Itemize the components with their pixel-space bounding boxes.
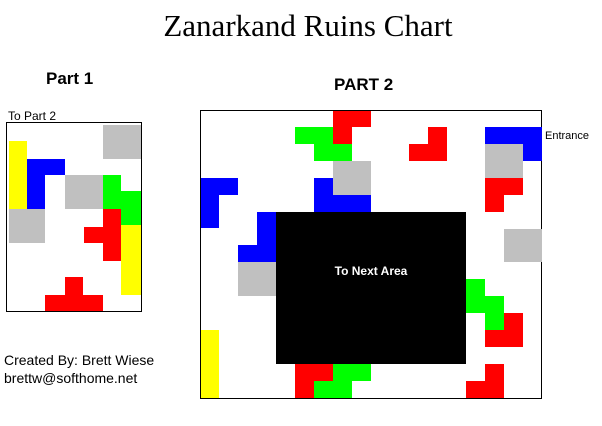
gray-block (9, 209, 45, 243)
to-part2-label: To Part 2 (8, 109, 57, 123)
entrance-label: Entrance (545, 130, 590, 142)
green-block (333, 364, 371, 381)
red-block (485, 195, 504, 212)
blue-block (314, 195, 371, 212)
next-area-block (276, 212, 466, 364)
red-block (409, 144, 447, 161)
red-block (428, 127, 447, 144)
blue-block (201, 178, 238, 195)
yellow-block (121, 225, 141, 295)
red-block (485, 364, 504, 381)
gray-block (504, 229, 542, 262)
gray-block (333, 161, 371, 195)
green-block (103, 175, 121, 209)
green-block (295, 127, 333, 144)
blue-block (257, 212, 276, 245)
chart-title: Zanarkand Ruins Chart (163, 8, 453, 43)
blue-block (201, 195, 219, 228)
gray-block (485, 144, 523, 178)
blue-block (314, 178, 333, 195)
red-block (333, 127, 352, 144)
credit-author: Created By: Brett Wiese (4, 352, 155, 368)
blue-block (485, 127, 542, 144)
green-block (314, 381, 352, 398)
blue-block (27, 159, 65, 175)
red-block (45, 295, 103, 311)
red-block (485, 178, 523, 195)
part1-heading: Part 1 (46, 69, 94, 88)
gray-block (103, 125, 141, 159)
red-block (504, 313, 523, 330)
red-block (466, 381, 504, 398)
green-block (314, 144, 352, 161)
part1-map (6, 122, 142, 312)
red-block (295, 364, 333, 381)
red-block (295, 381, 314, 398)
red-block (103, 209, 121, 261)
next-area-label: To Next Area (334, 264, 408, 278)
blue-block (523, 144, 542, 161)
green-block (485, 296, 504, 330)
gray-block (65, 175, 103, 209)
blue-block (238, 245, 276, 262)
red-block (485, 330, 523, 347)
red-block (333, 111, 371, 127)
gray-block (238, 262, 276, 296)
blue-block (27, 175, 45, 209)
yellow-block (201, 330, 219, 398)
green-block (121, 191, 141, 225)
red-block (84, 227, 103, 243)
green-block (466, 279, 485, 313)
credit: Created By: Brett Wiese brettw@softhome.… (4, 351, 154, 387)
part2-heading: PART 2 (334, 75, 394, 94)
red-block (65, 277, 83, 295)
yellow-block (9, 141, 27, 209)
credit-email: brettw@softhome.net (4, 370, 138, 386)
